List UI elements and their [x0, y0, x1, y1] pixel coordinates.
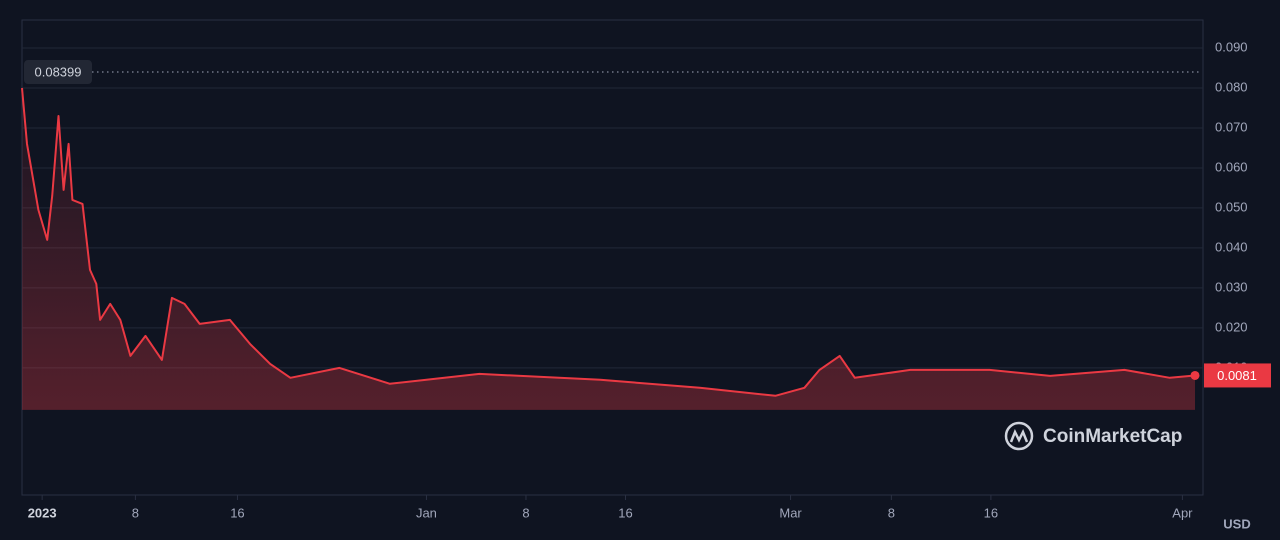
watermark-logo-mark	[1009, 428, 1029, 443]
area-fill	[22, 88, 1195, 410]
x-tick-label: 16	[984, 505, 998, 520]
watermark-text: CoinMarketCap	[1043, 426, 1182, 447]
last-price-badge	[1204, 363, 1271, 388]
max-price-badge	[24, 60, 92, 85]
last-price-label: 0.0081	[1217, 368, 1257, 383]
last-point	[1190, 370, 1200, 380]
currency-label: USD	[1223, 516, 1250, 531]
y-tick-label: 0.090	[1215, 39, 1248, 54]
watermark: CoinMarketCap	[1004, 421, 1182, 451]
x-tick-label: Jan	[416, 505, 437, 520]
max-price-label: 0.08399	[35, 64, 82, 79]
x-tick-label: Apr	[1172, 505, 1193, 520]
x-tick-label: 16	[618, 505, 632, 520]
x-tick-label: 8	[522, 505, 529, 520]
y-tick-label: 0.020	[1215, 319, 1248, 334]
watermark-logo	[1004, 421, 1034, 451]
x-tick-label: 8	[132, 505, 139, 520]
price-line	[21, 87, 1196, 397]
x-tick-label: Mar	[779, 505, 802, 520]
x-tick-label: 8	[888, 505, 895, 520]
y-tick-label: 0.080	[1215, 79, 1248, 94]
y-tick-label: 0.040	[1215, 239, 1248, 254]
x-tick-label: 16	[230, 505, 244, 520]
y-tick-label: 0.050	[1215, 199, 1248, 214]
y-tick-label: 0.070	[1215, 119, 1248, 134]
y-tick-label: 0.060	[1215, 159, 1248, 174]
x-tick-label: 2023	[28, 505, 57, 520]
y-tick-label: 0.030	[1215, 279, 1248, 294]
